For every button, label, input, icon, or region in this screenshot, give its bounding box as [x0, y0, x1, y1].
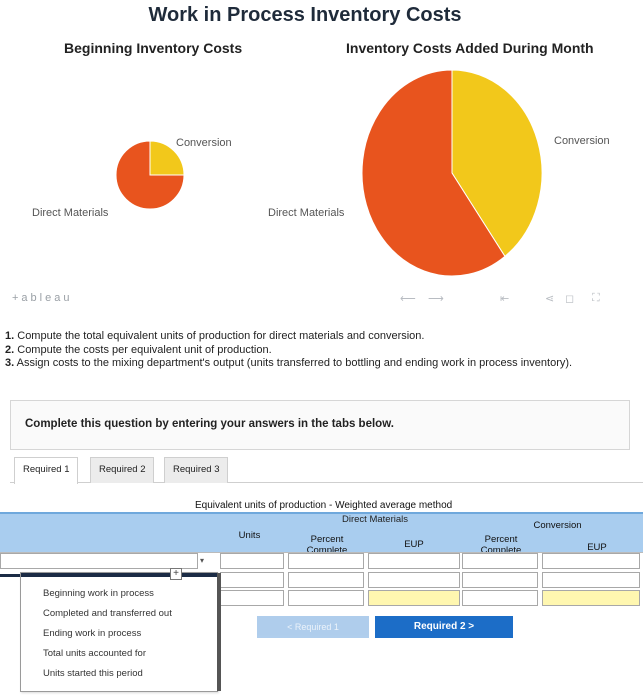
plus-icon: + [170, 568, 182, 580]
pie-slice-direct-materials[interactable] [115, 140, 185, 210]
dm-percent-header: Percent Complete [306, 534, 348, 556]
total-conv-percent [462, 590, 538, 606]
pie-slice-conversion[interactable] [451, 69, 543, 258]
row-label-dropdown-menu: Beginning work in process Completed and … [20, 572, 221, 692]
added-materials-label: Direct Materials [268, 207, 345, 219]
option-beginning-wip[interactable]: Beginning work in process [43, 588, 154, 599]
row-1-dm-percent-input[interactable] [288, 553, 364, 569]
table-title: Equivalent units of production - Weighte… [195, 500, 453, 511]
tableau-logo: +ableau [12, 292, 73, 304]
pie-slice-conversion[interactable] [149, 140, 185, 176]
tableau-toolbar: +ableau ⟵ ⟶ ⇤ ⋖ ◻ ⛶ [0, 290, 643, 308]
beginning-inventory-pie [115, 140, 185, 210]
conv-eup-header: EUP [587, 542, 607, 553]
instruction-1: Compute the total equivalent units of pr… [17, 330, 425, 342]
beginning-conversion-label: Conversion [176, 137, 232, 149]
dropdown-scrollbar[interactable] [217, 573, 221, 691]
row-1-conv-eup [542, 553, 640, 569]
beginning-materials-label: Direct Materials [32, 207, 109, 219]
total-dm-eup [368, 590, 460, 606]
option-ending-wip[interactable]: Ending work in process [43, 628, 142, 639]
dm-group-header: Direct Materials [342, 514, 408, 525]
option-units-started[interactable]: Units started this period [43, 668, 143, 679]
question-box: Complete this question by entering your … [10, 400, 630, 450]
row-1-label-select[interactable] [0, 553, 198, 569]
dropdown-top-bar [21, 573, 217, 577]
undo-icon[interactable]: ⟵ [400, 293, 416, 305]
fullscreen-icon[interactable]: ⛶ [592, 292, 600, 304]
tab-required-2[interactable]: Required 2 [90, 457, 155, 483]
revert-icon[interactable]: ⇤ [500, 293, 510, 305]
table-header: Direct Materials Conversion Units Percen… [0, 512, 643, 556]
tab-required-3[interactable]: Required 3 [164, 457, 229, 483]
next-required-button[interactable]: Required 2 > [375, 616, 513, 638]
conv-percent-header: Percent Complete [480, 534, 522, 556]
added-conversion-label: Conversion [554, 135, 610, 147]
comment-icon[interactable]: ◻ [565, 293, 575, 305]
row-2-dm-percent [288, 572, 364, 588]
units-header: Units [238, 530, 261, 541]
question-text: Complete this question by entering your … [25, 418, 394, 430]
table-divider [0, 552, 643, 553]
instruction-1-number: 1. [5, 330, 15, 342]
tab-required-1[interactable]: Required 1 [14, 457, 79, 484]
tabs-strip: Required 1 Required 2 Required 3 [10, 453, 643, 484]
instruction-2-number: 2. [5, 343, 15, 356]
share-icon[interactable]: ⋖ [545, 293, 555, 305]
row-1-conv-percent-input[interactable] [462, 553, 538, 569]
redo-icon[interactable]: ⟶ [428, 293, 444, 305]
row-2-conv-percent [462, 572, 538, 588]
instruction-3-number: 3. [5, 357, 15, 369]
pie-slice-direct-materials[interactable] [361, 69, 506, 277]
instruction-3: Assign costs to the mixing department's … [16, 357, 573, 369]
option-completed-transferred[interactable]: Completed and transferred out [43, 608, 172, 619]
instruction-2: Compute the costs per equivalent unit of… [17, 343, 272, 356]
row-2-dm-eup [368, 572, 460, 588]
row-2-conv-eup [542, 572, 640, 588]
row-2-units-input[interactable] [220, 572, 284, 588]
added-pie-title: Inventory Costs Added During Month [346, 40, 594, 56]
dm-eup-header: EUP [404, 539, 424, 550]
row-1-units-input[interactable] [220, 553, 284, 569]
conv-group-header: Conversion [533, 520, 582, 531]
chevron-down-icon[interactable]: ▾ [200, 556, 205, 565]
total-dm-percent [288, 590, 364, 606]
total-conv-eup [542, 590, 640, 606]
row-1-dm-eup [368, 553, 460, 569]
viz-title: Work in Process Inventory Costs [148, 4, 462, 26]
added-costs-pie [361, 69, 543, 277]
prev-required-button[interactable]: < Required 1 [257, 616, 369, 638]
instructions: 1. Compute the total equivalent units of… [5, 330, 605, 371]
total-units [220, 590, 284, 606]
beginning-pie-title: Beginning Inventory Costs [64, 40, 243, 56]
option-total-units[interactable]: Total units accounted for [43, 648, 146, 659]
